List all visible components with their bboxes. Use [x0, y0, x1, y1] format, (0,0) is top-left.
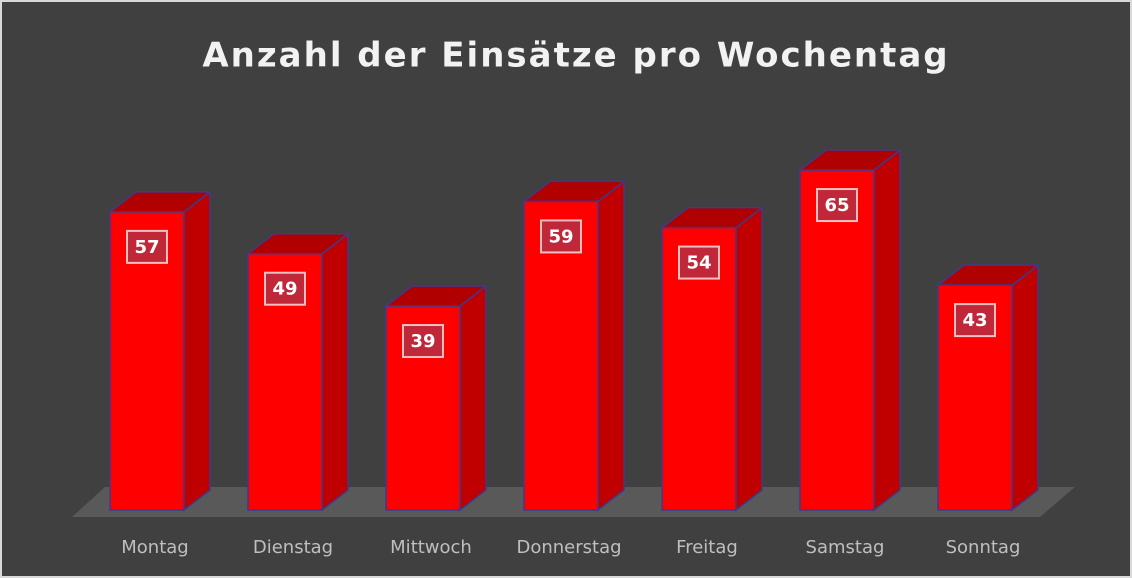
bar-side — [873, 148, 901, 512]
value-label: 39 — [410, 331, 435, 352]
value-label: 49 — [272, 279, 297, 300]
value-label-box — [954, 303, 996, 338]
x-tick-label: Montag — [121, 537, 188, 558]
value-label-box — [264, 271, 306, 306]
value-label: 65 — [824, 195, 849, 216]
bar-side — [597, 179, 625, 512]
value-label-box — [540, 219, 582, 254]
bar-side — [321, 232, 349, 512]
value-label: 59 — [548, 226, 573, 247]
value-label-box — [816, 188, 858, 223]
chart-title: Anzahl der Einsätze pro Wochentag — [202, 36, 949, 76]
value-label: 43 — [962, 310, 987, 331]
bar-side — [1011, 263, 1039, 512]
x-tick-label: Dienstag — [253, 537, 333, 558]
x-tick-label: Freitag — [676, 537, 738, 558]
bar — [799, 169, 875, 511]
value-label-box — [126, 229, 168, 264]
value-label-box — [402, 324, 444, 359]
value-label-box — [678, 245, 720, 280]
bar-side — [183, 190, 211, 512]
bar-side — [459, 284, 487, 512]
x-tick-label: Donnerstag — [516, 537, 621, 558]
value-label: 57 — [134, 237, 159, 258]
x-tick-label: Mittwoch — [390, 537, 472, 558]
value-label: 54 — [686, 253, 711, 274]
x-tick-label: Samstag — [806, 537, 885, 558]
x-tick-label: Sonntag — [946, 537, 1021, 558]
bar-side — [735, 206, 763, 512]
